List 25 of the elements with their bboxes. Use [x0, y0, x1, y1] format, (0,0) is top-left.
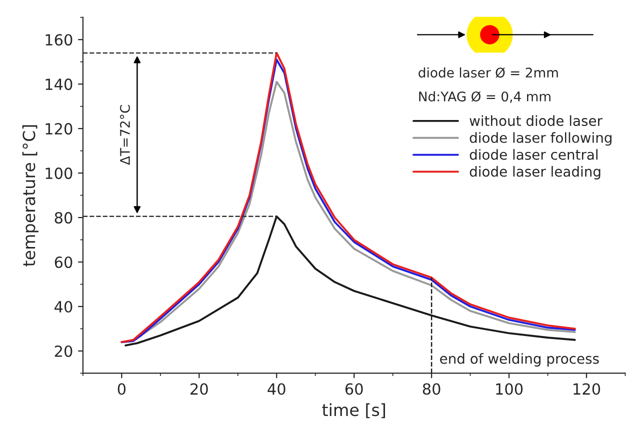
y-tick-label: 20 — [54, 345, 72, 358]
x-tick-label: 20 — [190, 383, 208, 395]
legend-label: diode laser central — [470, 149, 598, 160]
legend-label: diode laser leading — [470, 166, 600, 180]
legend-label: diode laser following — [470, 132, 612, 146]
y-tick-label: 80 — [54, 212, 72, 224]
x-axis-title: time [s] — [322, 403, 385, 418]
x-tick-label: 80 — [422, 383, 440, 395]
annotation: end of welding process — [440, 353, 599, 367]
y-axis-title: temperature [°C] — [22, 125, 38, 266]
x-tick-label: 120 — [574, 383, 600, 395]
x-tick-label: 40 — [268, 383, 286, 395]
annotation: Nd:YAG Ø = 0,4 mm — [419, 91, 550, 103]
y-tick-label: 120 — [46, 123, 72, 135]
y-tick-label: 160 — [46, 34, 72, 46]
x-tick-label: 0 — [118, 383, 126, 395]
y-tick-label: 60 — [54, 256, 72, 268]
annotation: diode laser Ø = 2mm — [418, 67, 558, 78]
y-tick-label: 40 — [54, 300, 72, 313]
x-tick-label: 100 — [496, 383, 523, 395]
y-tick-label: 140 — [46, 78, 72, 90]
legend-label: without diode laser — [470, 115, 603, 126]
annotation: ΔT=72°C — [120, 105, 130, 165]
x-tick-label: 60 — [345, 383, 363, 395]
y-tick-label: 100 — [46, 168, 72, 180]
